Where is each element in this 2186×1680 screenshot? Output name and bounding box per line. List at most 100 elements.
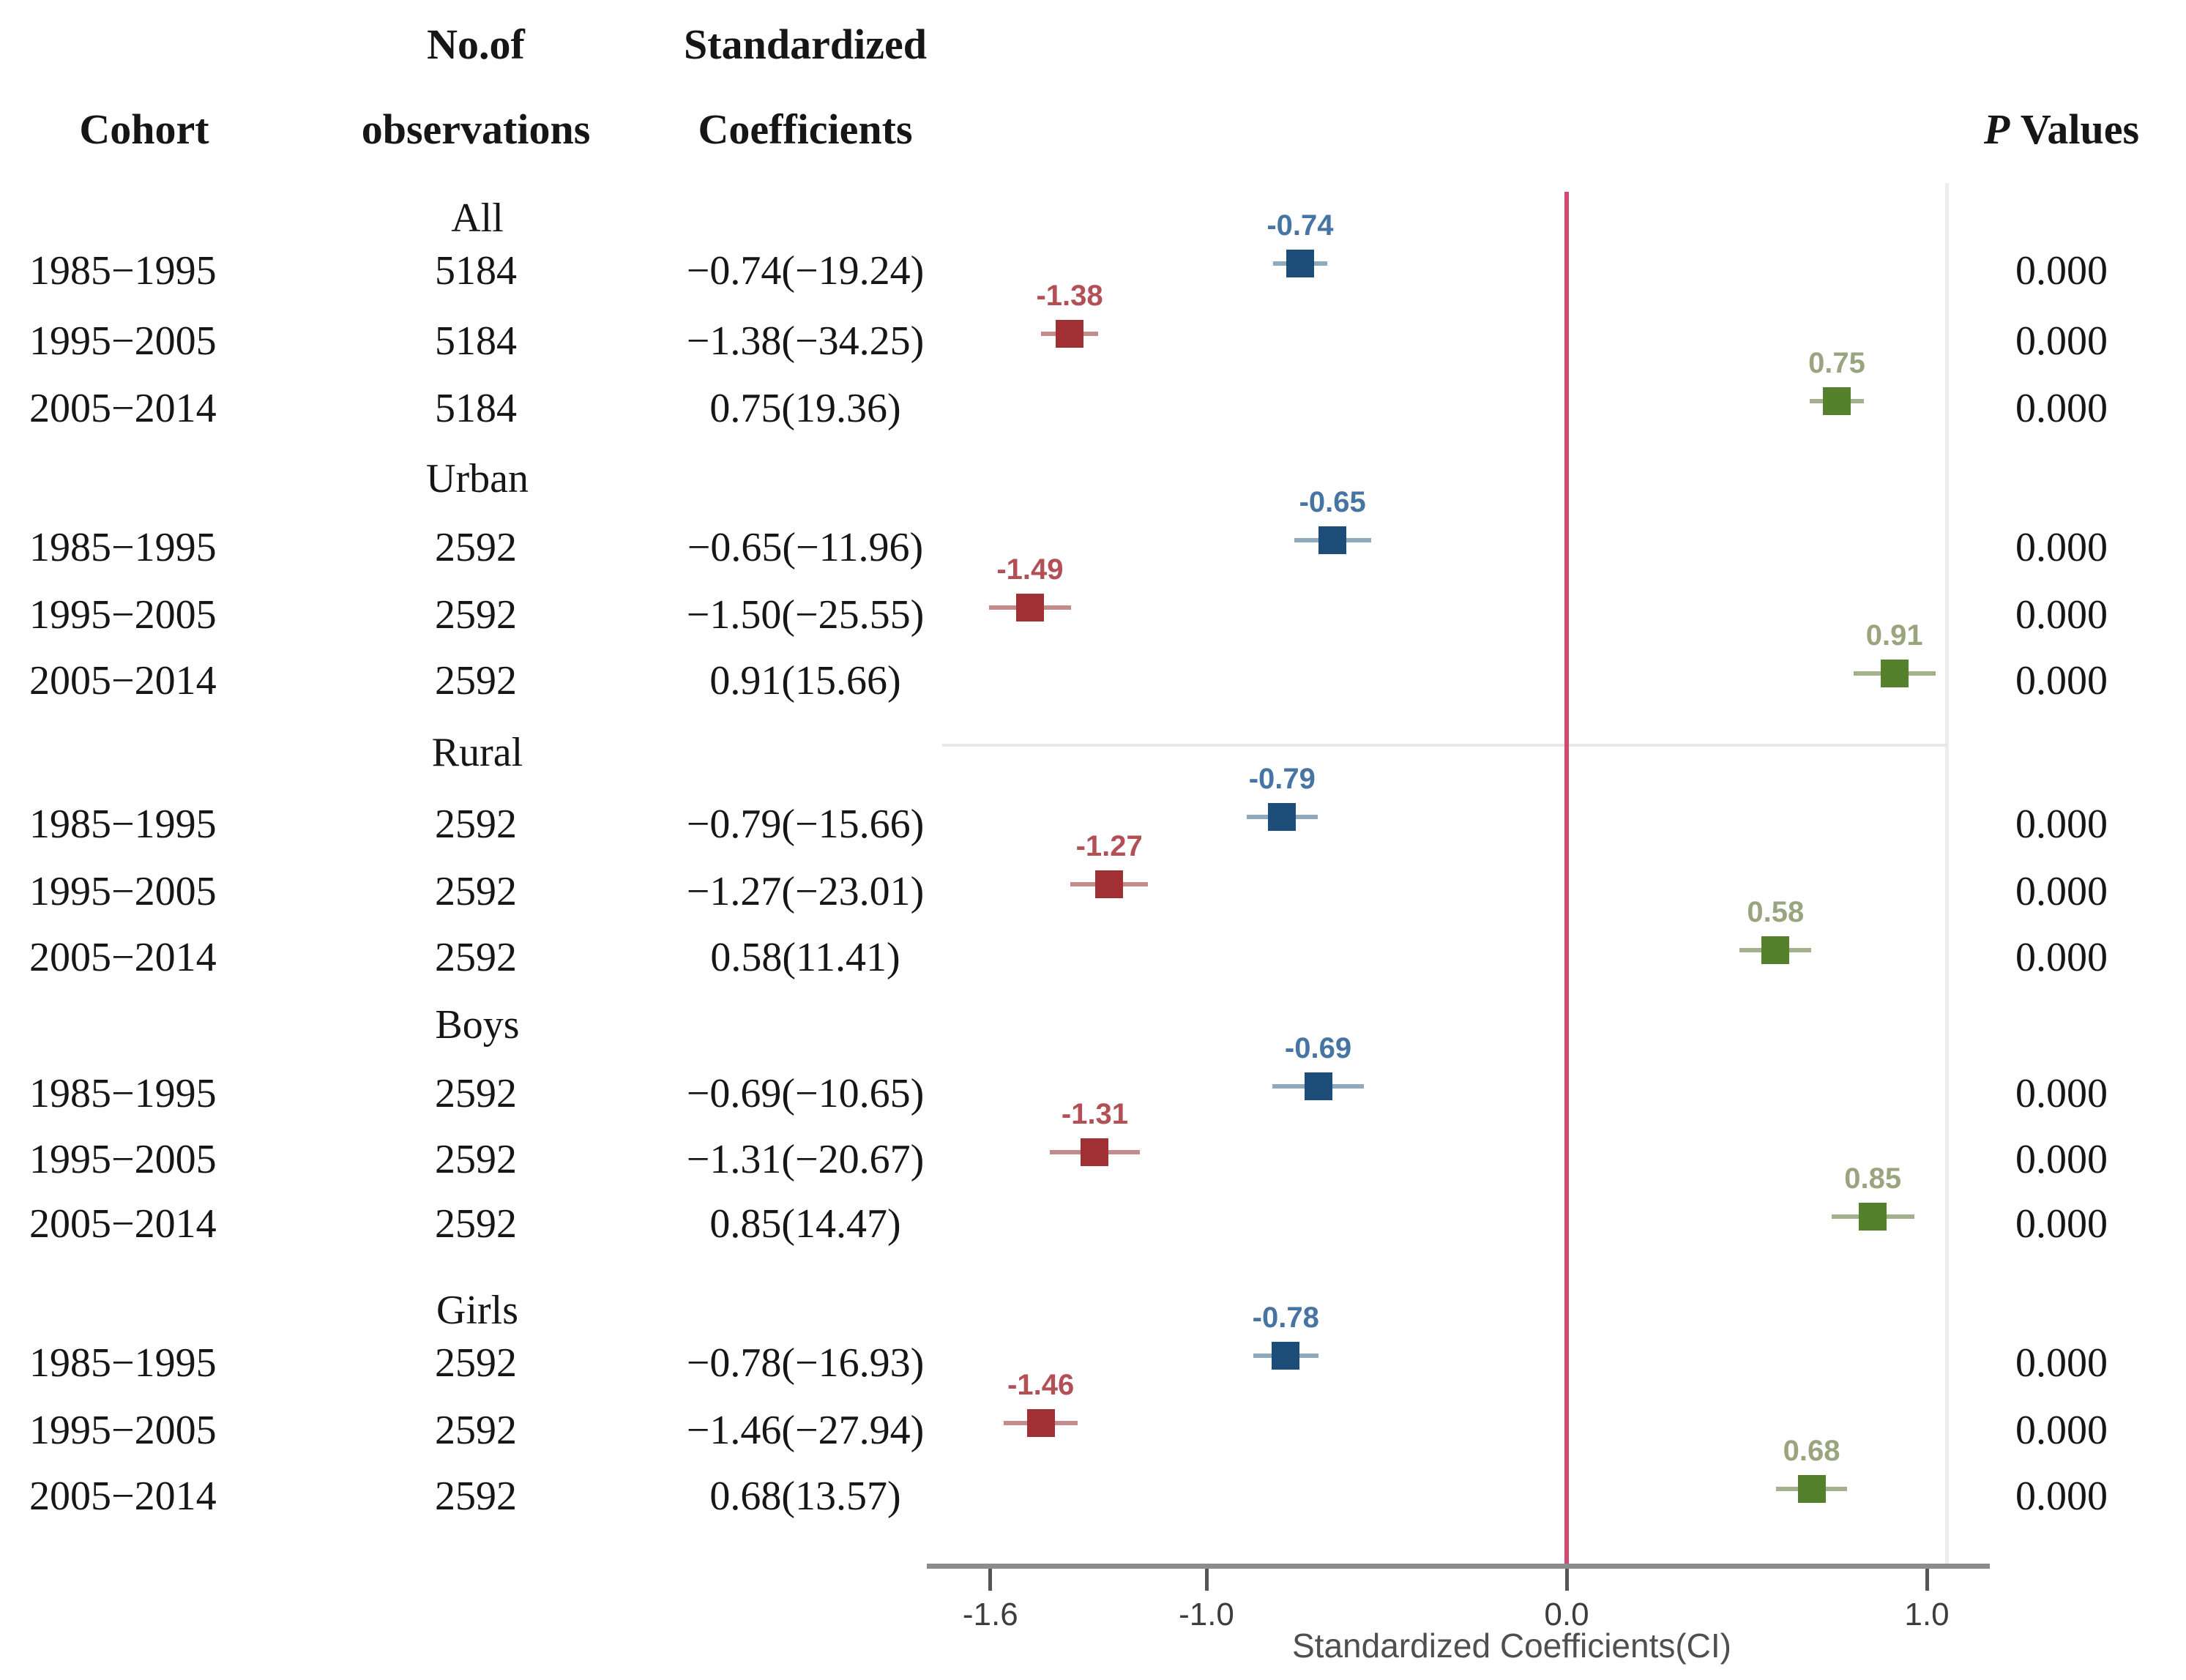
row-observations: 5184 [435,248,517,294]
column-header-coefficients-line2: Coefficients [698,105,913,153]
section-label: All [451,195,504,241]
row-coefficient: 0.58(11.41) [710,935,900,980]
marker-square [1797,1475,1826,1503]
row-p-value: 0.000 [2015,658,2108,703]
column-header-p-values: P Values [1915,105,2186,154]
row-coefficient: −1.27(−23.01) [686,869,925,914]
marker-square [1081,1138,1109,1166]
marker-square [1880,660,1909,687]
row-coefficient: 0.91(15.66) [709,658,901,703]
section-label: Girls [436,1288,518,1333]
row-p-value: 0.000 [2015,935,2108,980]
row-cohort: 1985−1995 [29,1071,217,1116]
x-axis-title: Standardized Coefficients(CI) [1292,1627,1731,1665]
marker-value-label: 0.91 [1865,619,1923,652]
row-p-value: 0.000 [2015,525,2108,570]
row-cohort: 1985−1995 [29,802,217,847]
row-observations: 2592 [435,658,517,703]
x-axis-line [927,1564,1990,1569]
x-axis-tick-label: -1.0 [1179,1597,1234,1632]
row-cohort: 1995−2005 [29,1408,217,1453]
x-axis-tick [1925,1569,1929,1591]
p-values-header-values: Values [2020,105,2140,153]
row-observations: 2592 [435,1201,517,1247]
row-cohort: 1985−1995 [29,1340,217,1386]
zero-reference-line [1564,192,1569,1565]
row-observations: 2592 [435,525,517,570]
row-observations: 2592 [435,869,517,914]
row-observations: 2592 [435,1408,517,1453]
row-observations: 5184 [435,318,517,364]
row-cohort: 2005−2014 [29,1474,217,1519]
row-p-value: 0.000 [2015,1474,2108,1519]
marker-square [1761,936,1790,964]
row-p-value: 0.000 [2015,869,2108,914]
marker-square [1823,387,1851,415]
row-cohort: 1985−1995 [29,525,217,570]
row-p-value: 0.000 [2015,1137,2108,1182]
x-axis-tick [988,1569,993,1591]
marker-square [1056,320,1084,348]
panel-separator [942,744,1947,747]
row-p-value: 0.000 [2015,318,2108,364]
row-cohort: 1985−1995 [29,248,217,294]
marker-value-label: -0.79 [1248,763,1316,795]
x-axis-tick-label: -1.6 [962,1597,1018,1632]
row-coefficient: −0.69(−10.65) [686,1071,925,1116]
row-p-value: 0.000 [2015,1201,2108,1247]
row-coefficient: −1.46(−27.94) [686,1408,925,1453]
x-axis-tick-label: 1.0 [1904,1597,1950,1632]
row-observations: 2592 [435,1474,517,1519]
row-coefficient: 0.75(19.36) [709,386,901,431]
row-coefficient: −0.65(−11.96) [687,525,924,570]
column-header-cohort: Cohort [79,105,209,153]
row-cohort: 1995−2005 [29,592,217,638]
row-coefficient: −0.74(−19.24) [686,248,925,294]
panel-right-border [1945,183,1949,1565]
row-coefficient: −0.78(−16.93) [686,1340,925,1386]
row-p-value: 0.000 [2015,1408,2108,1453]
marker-value-label: -1.31 [1061,1098,1129,1130]
marker-value-label: 0.75 [1808,347,1865,379]
section-label: Urban [426,456,529,501]
marker-value-label: -0.69 [1284,1032,1352,1064]
marker-square [1015,594,1044,621]
x-axis-tick [1204,1569,1209,1591]
row-observations: 2592 [435,935,517,980]
row-coefficient: 0.68(13.57) [709,1474,901,1519]
marker-value-label: -1.46 [1007,1369,1075,1401]
row-cohort: 2005−2014 [29,935,217,980]
row-p-value: 0.000 [2015,1340,2108,1386]
row-observations: 2592 [435,1137,517,1182]
column-header-coefficients-line1: Standardized [684,20,927,68]
row-cohort: 2005−2014 [29,1201,217,1247]
marker-square [1272,1342,1300,1370]
marker-square [1095,870,1124,898]
row-observations: 2592 [435,802,517,847]
marker-value-label: -0.78 [1252,1302,1319,1334]
section-label: Rural [431,730,523,775]
row-observations: 2592 [435,1071,517,1116]
marker-square [1268,803,1297,831]
marker-value-label: 0.68 [1783,1435,1840,1467]
row-observations: 2592 [435,1340,517,1386]
marker-value-label: -0.74 [1267,209,1334,242]
p-values-header-p: P [1983,105,2010,153]
row-coefficient: 0.85(14.47) [709,1201,901,1247]
row-observations: 2592 [435,592,517,638]
row-coefficient: −1.31(−20.67) [686,1137,925,1182]
row-cohort: 2005−2014 [29,658,217,703]
row-coefficient: −1.38(−34.25) [686,318,925,364]
marker-square [1286,250,1314,277]
row-p-value: 0.000 [2015,1071,2108,1116]
section-label: Boys [435,1002,520,1048]
row-cohort: 1995−2005 [29,869,217,914]
marker-value-label: -1.49 [996,553,1064,586]
marker-value-label: -1.27 [1075,830,1143,862]
row-coefficient: −0.79(−15.66) [686,802,925,847]
marker-value-label: -0.65 [1299,486,1366,518]
row-p-value: 0.000 [2015,592,2108,638]
column-header-observations-line1: No.of [427,20,525,68]
marker-value-label: -1.38 [1036,280,1103,312]
